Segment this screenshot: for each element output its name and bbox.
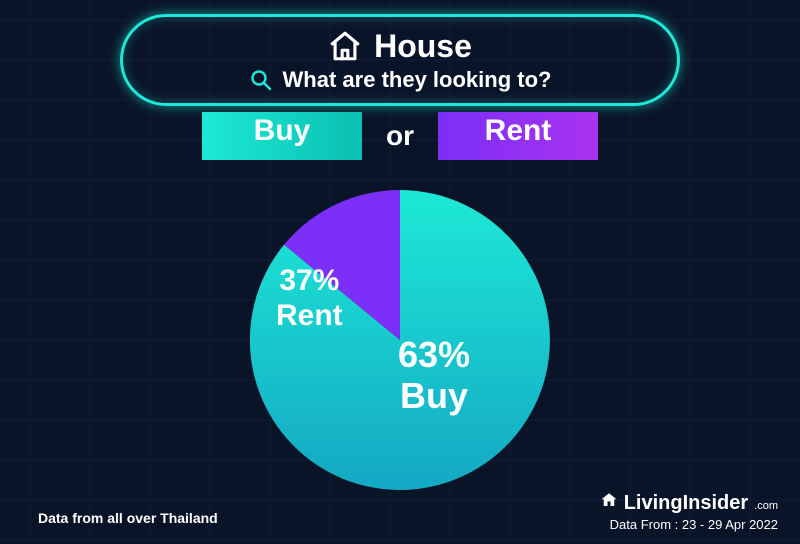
header-pill: House What are they looking to? [120,14,680,106]
title-row: House [328,28,472,65]
brand-name: LivingInsider [624,492,748,515]
pie-label-rent: 37% Rent [276,264,343,333]
search-icon [249,68,273,92]
option-rent: Rent [438,112,598,160]
option-buy: Buy [202,112,362,160]
title-text: House [374,28,472,65]
subtitle-text: What are they looking to? [283,67,552,93]
subtitle-row: What are they looking to? [249,67,552,93]
pie-rent-name: Rent [276,299,343,332]
pie-label-buy: 63% Buy [398,334,470,417]
footer-left-text: Data from all over Thailand [38,510,218,526]
brand-row: LivingInsider .com [600,491,778,515]
footer-date: Data From : 23 - 29 Apr 2022 [600,517,778,532]
house-icon [328,29,362,63]
brand-suffix: .com [754,500,778,512]
pie-rent-percent: 37% [279,264,339,297]
option-or: or [386,120,414,152]
pie-buy-name: Buy [400,375,468,416]
pie-chart: 37% Rent 63% Buy [250,190,550,490]
pie-buy-percent: 63% [398,334,470,375]
option-row: Buy or Rent [202,112,598,160]
brand-house-icon [600,491,618,509]
footer-right: LivingInsider .com Data From : 23 - 29 A… [600,491,778,532]
